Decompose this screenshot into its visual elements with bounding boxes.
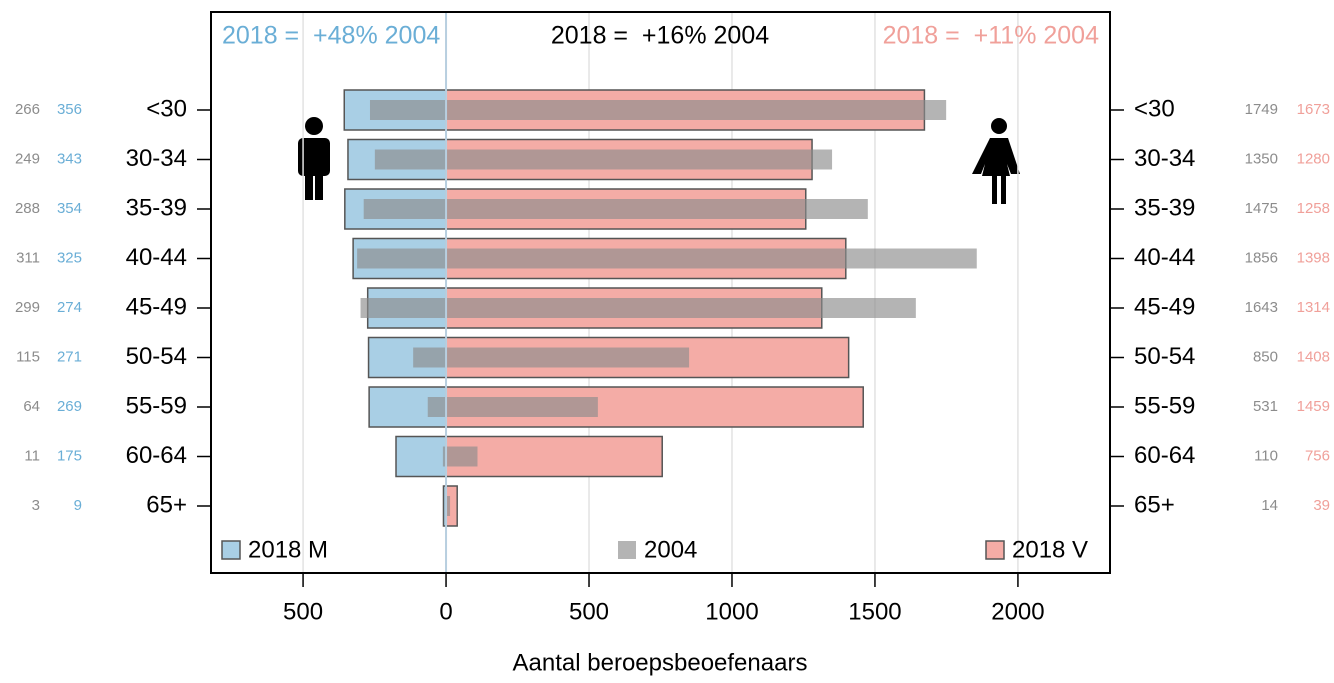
value-label: 269 [57, 398, 82, 415]
bar-2004-m [427, 397, 447, 417]
bar-2004-v [446, 446, 478, 467]
man-icon [298, 117, 330, 200]
bar-2004-v [446, 397, 598, 417]
y-tick-label: 35-39 [126, 194, 187, 221]
value-label: 11 [24, 447, 40, 464]
y-tick-label: 65+ [146, 491, 187, 518]
y-tick-label: 45-49 [126, 293, 187, 320]
x-tick-label: 0 [439, 598, 452, 625]
bar-2004-v [446, 100, 947, 120]
value-label: 110 [1254, 447, 1278, 464]
legend-label: 2018 V [1012, 536, 1088, 563]
bar-2004-m [369, 100, 447, 120]
x-tick-label: 1000 [705, 598, 758, 625]
bar-2018-v [445, 435, 663, 478]
value-label: 1459 [1297, 398, 1330, 415]
value-label: 1475 [1245, 200, 1278, 217]
legend-label: 2018 M [248, 536, 328, 563]
legend-label: 2004 [644, 536, 697, 563]
value-label: 850 [1253, 348, 1278, 365]
bar-2004-m [374, 149, 447, 170]
value-label: 756 [1305, 447, 1330, 464]
value-label: 115 [16, 348, 40, 365]
value-label: 356 [57, 101, 82, 118]
value-label: 1258 [1297, 200, 1330, 217]
plot-frame [210, 11, 1111, 574]
bar-2004-v [446, 248, 977, 269]
legend-swatch [985, 540, 1005, 560]
bar-2004-v [446, 496, 451, 516]
value-label: 1350 [1245, 150, 1278, 167]
value-label: 1314 [1297, 299, 1330, 316]
bar-2018-m [395, 435, 447, 478]
x-tick-label: 500 [283, 598, 323, 625]
woman-icon [972, 118, 1020, 204]
y-tick-label: 30-34 [126, 145, 187, 172]
value-label: 271 [57, 348, 82, 365]
value-label: 249 [15, 150, 40, 167]
bar-2004-v [446, 347, 690, 368]
bar-2004-m [363, 199, 447, 219]
bar-2004-m [357, 248, 447, 269]
y-tick-label: 65+ [1134, 491, 1175, 518]
value-label: 288 [15, 200, 40, 217]
y-tick-label: 35-39 [1134, 194, 1195, 221]
value-label: 1673 [1297, 101, 1330, 118]
value-label: 1398 [1297, 249, 1330, 266]
x-tick-label: 2000 [991, 598, 1044, 625]
value-label: 354 [57, 200, 82, 217]
y-tick-label: <30 [1134, 95, 1175, 122]
bar-2004-m [413, 347, 447, 368]
value-label: 266 [15, 101, 40, 118]
bar-2004-v [446, 149, 833, 170]
value-label: 274 [57, 299, 82, 316]
y-tick-label: 45-49 [1134, 293, 1195, 320]
y-tick-label: 40-44 [126, 244, 187, 271]
y-tick-label: 30-34 [1134, 145, 1195, 172]
value-label: 1280 [1297, 150, 1330, 167]
value-label: 14 [1261, 497, 1278, 514]
annotation: 2018 = +11% 2004 [883, 22, 1099, 50]
y-tick-label: 60-64 [1134, 442, 1195, 469]
y-tick-label: 50-54 [126, 343, 187, 370]
y-tick-label: 55-59 [1134, 392, 1195, 419]
value-label: 64 [23, 398, 40, 415]
value-label: 39 [1313, 497, 1330, 514]
legend-swatch [618, 541, 636, 559]
annotation: 2018 = +48% 2004 [222, 22, 440, 50]
bar-2004-m [360, 298, 447, 318]
value-label: 1643 [1245, 299, 1278, 316]
value-label: 3 [32, 497, 40, 514]
value-label: 9 [74, 497, 82, 514]
x-axis-label: Aantal beroepsbeoefenaars [513, 649, 808, 676]
value-label: 325 [57, 249, 82, 266]
value-label: 1408 [1297, 348, 1330, 365]
y-tick-label: 40-44 [1134, 244, 1195, 271]
value-label: 1749 [1245, 101, 1278, 118]
annotation: 2018 = +16% 2004 [551, 22, 769, 50]
value-label: 311 [16, 249, 40, 266]
value-label: 175 [57, 447, 82, 464]
y-tick-label: 50-54 [1134, 343, 1195, 370]
y-tick-label: 55-59 [126, 392, 187, 419]
bar-2004-m [442, 446, 447, 467]
y-tick-label: <30 [146, 95, 187, 122]
bar-2004-v [446, 199, 868, 219]
value-label: 343 [57, 150, 82, 167]
value-label: 531 [1253, 398, 1278, 415]
x-tick-label: 1500 [848, 598, 901, 625]
value-label: 299 [15, 299, 40, 316]
legend-swatch [221, 540, 241, 560]
value-label: 1856 [1245, 249, 1278, 266]
bar-2004-v [446, 298, 916, 318]
y-tick-label: 60-64 [126, 442, 187, 469]
x-tick-label: 500 [569, 598, 609, 625]
